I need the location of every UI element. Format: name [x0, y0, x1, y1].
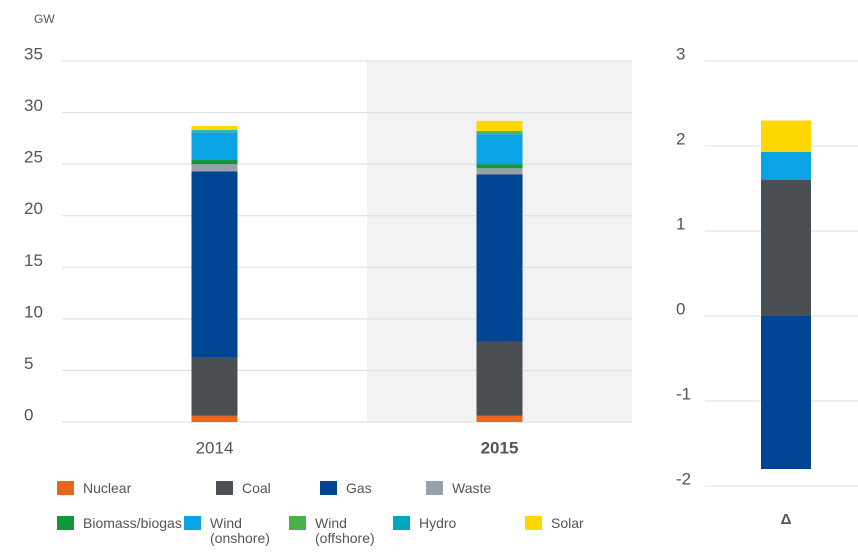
bar-segment [476, 168, 523, 175]
unit-label: GW [34, 12, 55, 26]
legend-label: Nuclear [83, 480, 132, 496]
bar-segment [191, 132, 238, 161]
y-tick-label: 15 [24, 251, 43, 270]
y-tick-label: -1 [676, 384, 691, 403]
bar-segment [191, 357, 238, 416]
bar-segment [476, 134, 523, 165]
bar-segment [191, 171, 238, 358]
bar-segment [761, 316, 811, 469]
legend-label: Wind (onshore) [210, 515, 270, 546]
y-tick-label: 5 [24, 354, 33, 373]
y-tick-label: 3 [676, 44, 685, 63]
bar-segment [191, 160, 238, 165]
legend-label: Solar [551, 515, 584, 531]
legend-label: Gas [346, 480, 372, 496]
legend-label: Coal [242, 480, 271, 496]
bar-segment [476, 341, 523, 416]
legend-swatch [525, 516, 542, 530]
y-tick-label: 20 [24, 199, 43, 218]
x-tick-label: 2014 [196, 438, 234, 457]
legend-label: Waste [452, 480, 492, 496]
y-tick-label: 35 [24, 44, 43, 63]
bar-segment [476, 120, 523, 132]
legend-swatch [393, 516, 410, 530]
legend-label: Hydro [419, 515, 457, 531]
legend-swatch [426, 481, 443, 495]
legend-swatch [184, 516, 201, 530]
bar-segment [476, 164, 523, 169]
legend-label: Biomass/biogas [83, 515, 182, 531]
y-tick-label: 1 [676, 214, 685, 233]
legend-swatch [57, 516, 74, 530]
y-tick-label: 10 [24, 302, 43, 321]
y-tick-label: 2 [676, 129, 685, 148]
x-tick-label: Δ [781, 511, 792, 528]
y-tick-label: 0 [24, 405, 33, 424]
y-tick-label: 0 [676, 299, 685, 318]
bar-segment [476, 415, 523, 422]
legend-swatch [216, 481, 233, 495]
y-tick-label: -2 [676, 469, 691, 488]
bar-segment [761, 120, 811, 152]
bar-segment [761, 151, 811, 180]
bar-segment [191, 125, 238, 131]
bar-segment [761, 180, 811, 316]
x-tick-label: 2015 [481, 438, 519, 457]
y-tick-label: 30 [24, 96, 43, 115]
bar-segment [476, 131, 523, 133]
y-tick-label: 25 [24, 148, 43, 167]
bar-segment [191, 130, 238, 132]
bar-segment [476, 174, 523, 342]
bar-segment [191, 131, 238, 133]
bar-segment [191, 164, 238, 172]
legend-swatch [57, 481, 74, 495]
bar-segment [476, 132, 523, 135]
bar-segment [191, 415, 238, 422]
legend-label: Wind (offshore) [315, 515, 375, 546]
legend-swatch [320, 481, 337, 495]
legend-swatch [289, 516, 306, 530]
